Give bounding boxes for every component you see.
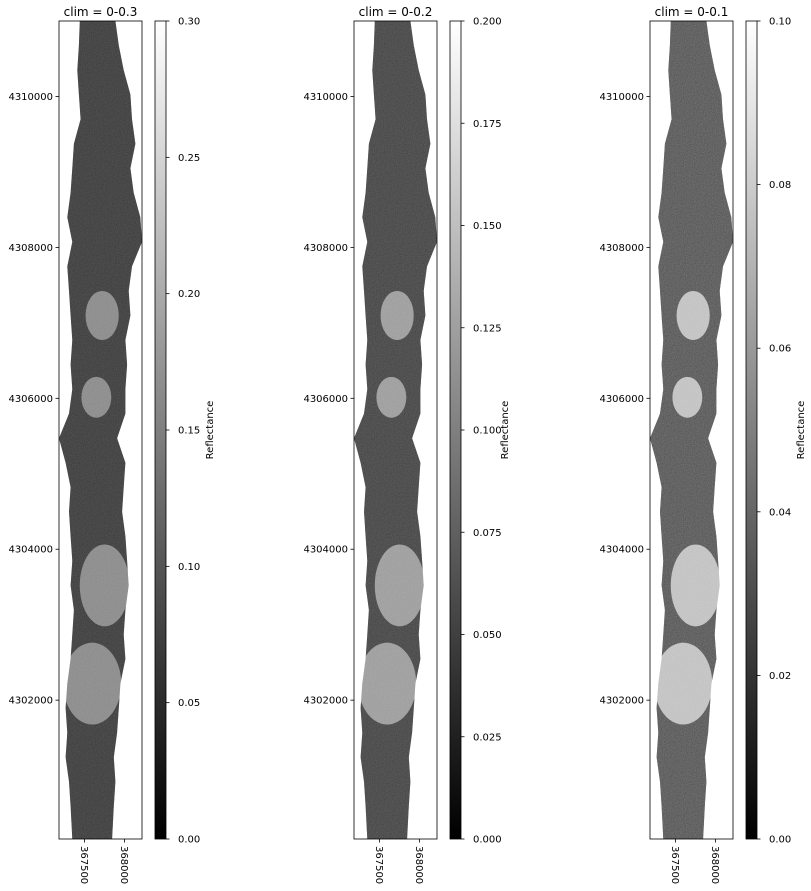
x-tick-label: 368000 bbox=[709, 846, 720, 884]
colorbar-gradient bbox=[745, 20, 758, 840]
bright-region-4 bbox=[654, 642, 713, 725]
bright-region-4 bbox=[358, 642, 417, 725]
colorbar-tick-label: 0.175 bbox=[473, 119, 502, 130]
colorbar-tick-label: 0.150 bbox=[473, 221, 502, 232]
bright-region-2 bbox=[376, 376, 407, 418]
y-tick-label: 4304000 bbox=[8, 545, 53, 556]
colorbar-label: Reflectance bbox=[796, 401, 807, 460]
y-tick-label: 4304000 bbox=[303, 545, 348, 556]
heatmap-texture bbox=[650, 21, 733, 839]
colorbar-tick-label: 0.06 bbox=[769, 344, 791, 355]
colorbar-label: Reflectance bbox=[500, 401, 511, 460]
colorbar-tick-label: 0.075 bbox=[473, 528, 502, 539]
bright-region-4 bbox=[63, 642, 122, 725]
colorbar-tick-label: 0.04 bbox=[769, 507, 791, 518]
y-tick-label: 4308000 bbox=[599, 243, 644, 254]
chart-title: clim = 0-0.2 bbox=[359, 5, 433, 19]
x-tick-label: 367500 bbox=[669, 846, 680, 884]
colorbar: 0.000 0.025 0.050 0.075 0.100 0.125 0.150 0.175… bbox=[449, 17, 511, 846]
subplot-1: clim = 0-0.3 4302000 4304000 4306000 4308000… bbox=[8, 5, 216, 884]
bright-region-1 bbox=[670, 544, 721, 627]
colorbar-tick-label: 0.20 bbox=[178, 289, 200, 300]
y-tick-label: 4302000 bbox=[303, 696, 348, 707]
colorbar-tick-label: 0.00 bbox=[769, 835, 791, 846]
y-tick-label: 4308000 bbox=[303, 243, 348, 254]
subplot-2: clim = 0-0.2 4302000 4304000 4306000 4308000… bbox=[303, 5, 511, 884]
bright-region-3 bbox=[676, 290, 710, 341]
y-tick-label: 4310000 bbox=[303, 92, 348, 103]
subplot-3: clim = 0-0.1 4302000 4304000 4306000 4308000… bbox=[599, 5, 807, 884]
colorbar-tick-label: 0.000 bbox=[473, 835, 502, 846]
axes-frame bbox=[649, 20, 734, 840]
colorbar-tick-label: 0.25 bbox=[178, 153, 200, 164]
axes-frame bbox=[58, 20, 143, 840]
colorbar: 0.00 0.02 0.04 0.06 0.08 0.10 Reflectance bbox=[745, 17, 807, 846]
axes-frame bbox=[353, 20, 438, 840]
x-tick-label: 368000 bbox=[413, 846, 424, 884]
chart-title: clim = 0-0.1 bbox=[655, 5, 729, 19]
colorbar-tick-label: 0.30 bbox=[178, 17, 200, 28]
colorbar-tick-label: 0.08 bbox=[769, 180, 791, 191]
y-tick-label: 4302000 bbox=[8, 696, 53, 707]
bright-region-3 bbox=[380, 290, 414, 341]
heatmap-texture bbox=[354, 21, 437, 839]
colorbar: 0.00 0.05 0.10 0.15 0.20 0.25 0.30 Reflectance bbox=[154, 17, 216, 846]
y-tick-label: 4310000 bbox=[599, 92, 644, 103]
colorbar-tick-label: 0.050 bbox=[473, 630, 502, 641]
colorbar-tick-label: 0.025 bbox=[473, 732, 502, 743]
y-tick-label: 4306000 bbox=[303, 394, 348, 405]
colorbar-tick-label: 0.05 bbox=[178, 698, 200, 709]
colorbar-tick-label: 0.125 bbox=[473, 323, 502, 334]
y-tick-label: 4302000 bbox=[599, 696, 644, 707]
bright-region-3 bbox=[85, 290, 119, 341]
y-tick-label: 4304000 bbox=[599, 545, 644, 556]
y-tick-label: 4310000 bbox=[8, 92, 53, 103]
colorbar-tick-label: 0.00 bbox=[178, 835, 200, 846]
colorbar-gradient bbox=[154, 20, 167, 840]
chart-title: clim = 0-0.3 bbox=[64, 5, 138, 19]
y-tick-label: 4306000 bbox=[8, 394, 53, 405]
colorbar-tick-label: 0.15 bbox=[178, 426, 200, 437]
heatmap-texture bbox=[59, 21, 142, 839]
y-tick-label: 4306000 bbox=[599, 394, 644, 405]
x-tick-label: 367500 bbox=[373, 846, 384, 884]
x-tick-label: 367500 bbox=[78, 846, 89, 884]
x-tick-label: 368000 bbox=[118, 846, 129, 884]
y-tick-label: 4308000 bbox=[8, 243, 53, 254]
colorbar-tick-label: 0.100 bbox=[473, 426, 502, 437]
colorbar-label: Reflectance bbox=[205, 401, 216, 460]
bright-region-1 bbox=[374, 544, 425, 627]
bright-region-2 bbox=[672, 376, 703, 418]
bright-region-2 bbox=[81, 376, 112, 418]
colorbar-tick-label: 0.200 bbox=[473, 17, 502, 28]
colorbar-tick-label: 0.10 bbox=[178, 562, 200, 573]
bright-region-1 bbox=[79, 544, 130, 627]
colorbar-gradient bbox=[449, 20, 462, 840]
colorbar-tick-label: 0.02 bbox=[769, 671, 791, 682]
colorbar-tick-label: 0.10 bbox=[769, 17, 791, 28]
